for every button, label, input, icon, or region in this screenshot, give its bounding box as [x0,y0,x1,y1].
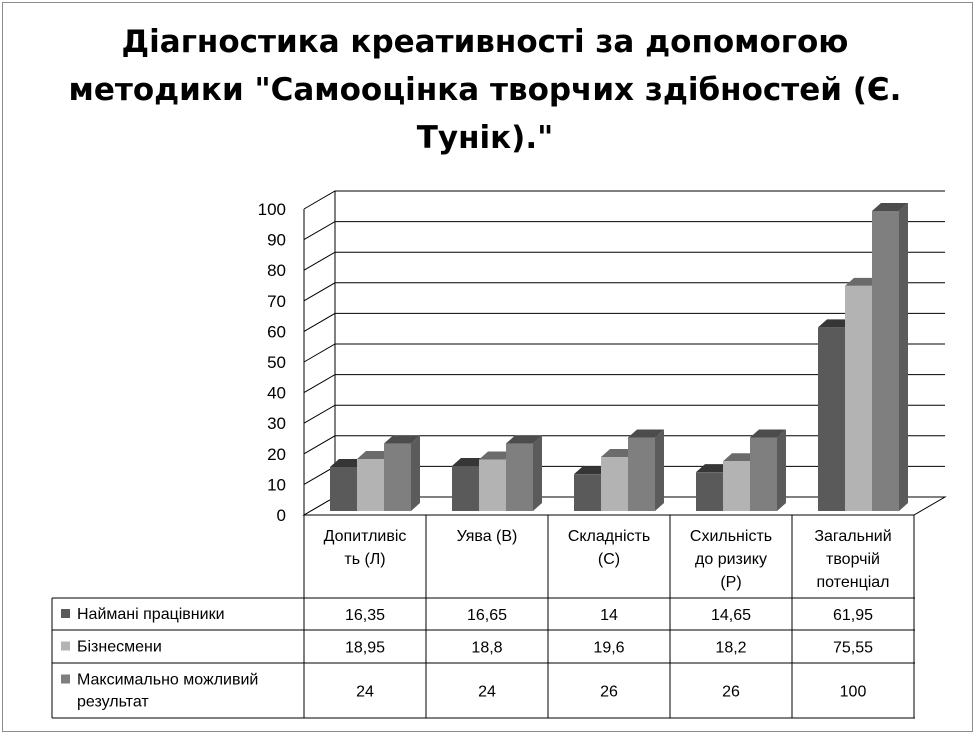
bar [479,459,506,511]
x-tick-label: Схильність [690,528,772,545]
data-label: 24 [478,684,496,701]
x-tick-label: ть (Л) [344,551,385,568]
y-tick-label: 10 [267,475,286,494]
data-label: 16,35 [345,607,385,624]
legend-key [61,641,70,651]
gridline [303,221,945,241]
bar-top [872,203,908,211]
bar [357,459,384,511]
bar [574,474,601,511]
bar [750,437,777,511]
x-tick-label: до ризику [695,551,767,568]
bar [601,457,628,511]
gridline [303,435,945,455]
bar-top [384,435,420,444]
bar [845,285,872,511]
gridline [303,312,945,332]
bar-top [750,429,786,438]
data-label: 19,6 [593,640,624,657]
data-label: 26 [600,684,618,701]
data-label: 18,2 [715,640,746,657]
x-tick-label: потенціал [816,574,889,591]
x-tick-label: Уява (В) [457,528,518,545]
bar-side [533,435,542,511]
x-tick-label: творчій [826,551,880,568]
legend-key [61,674,70,684]
data-label: 61,95 [833,607,873,624]
bar [452,466,479,511]
bar [628,437,655,511]
bar [506,443,533,511]
data-label: 14,65 [711,607,751,624]
data-label: 18,95 [345,640,385,657]
x-tick-label: Загальний [814,528,891,545]
x-tick-label: Допитливіс [324,528,407,545]
chart-title-line: методики "Самооцінка творчих здібностей … [68,72,902,108]
bar [330,466,357,511]
y-tick-label: 50 [267,353,286,372]
y-tick-label: 60 [267,322,286,341]
y-tick-label: 70 [267,292,286,311]
bar-side [655,429,664,511]
data-label: 16,65 [467,607,507,624]
legend-label: Наймані працівники [77,606,225,623]
y-tick-label: 80 [267,261,286,280]
bar-top [628,429,664,438]
chart-title: Діагностика креативності за допомогою ме… [60,18,910,162]
x-tick-label: Складність [568,528,650,545]
legend-label: Бізнесмени [77,639,162,656]
x-tick-label: (С) [598,551,620,568]
gridline [303,190,945,210]
y-tick-label: 20 [267,445,286,464]
y-tick-label: 30 [267,414,286,433]
chart-title-line: Діагностика креативності за допомогою [121,24,849,60]
data-label: 14 [600,607,618,624]
y-tick-label: 100 [258,200,286,219]
y-tick-label: 40 [267,384,286,403]
bar [818,327,845,511]
bar [872,211,899,511]
legend-label: результат [77,694,149,711]
gridline [303,374,945,394]
data-label: 18,8 [471,640,502,657]
legend-label: Максимально можливий [77,672,258,689]
legend-key [61,609,70,618]
data-label: 24 [356,684,374,701]
data-label: 75,55 [833,640,873,657]
bar-top [506,435,542,444]
bar-side [411,435,420,511]
bar [723,461,750,511]
data-label: 26 [722,684,740,701]
bar [696,472,723,511]
gridline [303,251,945,271]
y-tick-label: 90 [267,231,286,250]
gridline [303,404,945,424]
data-label: 100 [840,684,867,701]
bar-side [777,429,786,511]
chart-title-line: Тунік)." [416,120,554,156]
bar-side [899,203,908,511]
x-tick-label: (Р) [720,574,741,591]
bar [384,443,411,511]
y-tick-label: 0 [277,506,286,525]
gridline [303,343,945,363]
gridline [303,282,945,302]
